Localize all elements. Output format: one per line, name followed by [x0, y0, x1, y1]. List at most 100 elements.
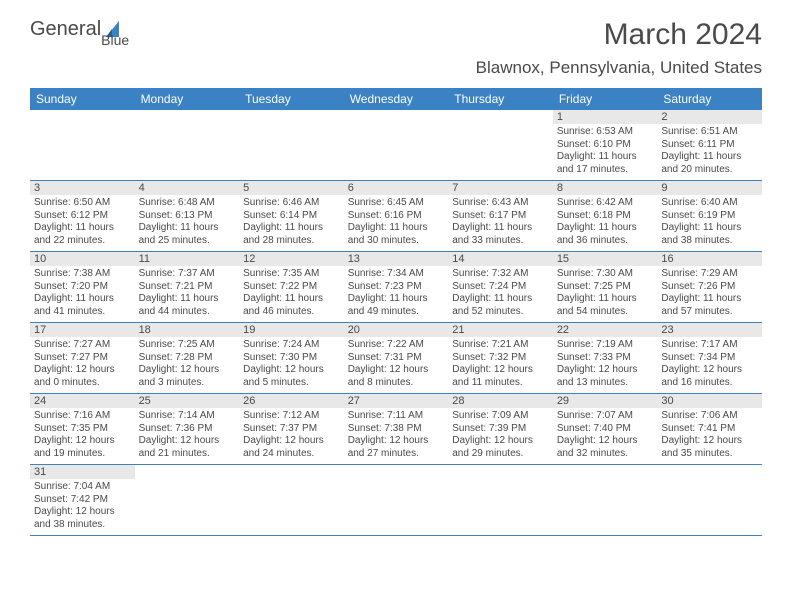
calendar-week-row: 24Sunrise: 7:16 AMSunset: 7:35 PMDayligh… — [30, 394, 762, 465]
sunrise-text: Sunrise: 6:40 AM — [661, 197, 758, 210]
sunrise-text: Sunrise: 7:07 AM — [557, 410, 654, 423]
day-data: Sunrise: 7:34 AMSunset: 7:23 PMDaylight:… — [344, 266, 449, 322]
calendar-week-row: 1Sunrise: 6:53 AMSunset: 6:10 PMDaylight… — [30, 110, 762, 181]
sunset-text: Sunset: 7:20 PM — [34, 281, 131, 294]
day-number: 5 — [239, 181, 344, 195]
sunset-text: Sunset: 7:35 PM — [34, 423, 131, 436]
daylight-text: Daylight: 11 hours and 36 minutes. — [557, 222, 654, 247]
calendar-cell: 21Sunrise: 7:21 AMSunset: 7:32 PMDayligh… — [448, 323, 553, 394]
day-number: 9 — [657, 181, 762, 195]
weekday-header: Monday — [135, 88, 240, 110]
sunrise-text: Sunrise: 7:27 AM — [34, 339, 131, 352]
day-number: 1 — [553, 110, 658, 124]
day-data: Sunrise: 7:14 AMSunset: 7:36 PMDaylight:… — [135, 408, 240, 464]
day-number: 22 — [553, 323, 658, 337]
daylight-text: Daylight: 11 hours and 22 minutes. — [34, 222, 131, 247]
weekday-header: Thursday — [448, 88, 553, 110]
calendar-cell: 4Sunrise: 6:48 AMSunset: 6:13 PMDaylight… — [135, 181, 240, 252]
day-data: Sunrise: 6:46 AMSunset: 6:14 PMDaylight:… — [239, 195, 344, 251]
weekday-header: Sunday — [30, 88, 135, 110]
sunset-text: Sunset: 7:34 PM — [661, 352, 758, 365]
daylight-text: Daylight: 12 hours and 16 minutes. — [661, 364, 758, 389]
calendar-cell: 8Sunrise: 6:42 AMSunset: 6:18 PMDaylight… — [553, 181, 658, 252]
day-data: Sunrise: 7:09 AMSunset: 7:39 PMDaylight:… — [448, 408, 553, 464]
day-data: Sunrise: 7:21 AMSunset: 7:32 PMDaylight:… — [448, 337, 553, 393]
sunset-text: Sunset: 7:37 PM — [243, 423, 340, 436]
sunrise-text: Sunrise: 7:19 AM — [557, 339, 654, 352]
calendar-cell: 27Sunrise: 7:11 AMSunset: 7:38 PMDayligh… — [344, 394, 449, 465]
sunrise-text: Sunrise: 6:45 AM — [348, 197, 445, 210]
calendar-cell: 30Sunrise: 7:06 AMSunset: 7:41 PMDayligh… — [657, 394, 762, 465]
day-data: Sunrise: 7:37 AMSunset: 7:21 PMDaylight:… — [135, 266, 240, 322]
daylight-text: Daylight: 11 hours and 52 minutes. — [452, 293, 549, 318]
sunset-text: Sunset: 7:38 PM — [348, 423, 445, 436]
logo: General Blue — [30, 18, 153, 41]
calendar-cell: 1Sunrise: 6:53 AMSunset: 6:10 PMDaylight… — [553, 110, 658, 181]
sunset-text: Sunset: 7:27 PM — [34, 352, 131, 365]
day-number: 11 — [135, 252, 240, 266]
sunset-text: Sunset: 7:26 PM — [661, 281, 758, 294]
day-number: 27 — [344, 394, 449, 408]
day-data: Sunrise: 7:35 AMSunset: 7:22 PMDaylight:… — [239, 266, 344, 322]
sunset-text: Sunset: 6:19 PM — [661, 210, 758, 223]
day-data: Sunrise: 6:45 AMSunset: 6:16 PMDaylight:… — [344, 195, 449, 251]
weekday-header: Wednesday — [344, 88, 449, 110]
daylight-text: Daylight: 11 hours and 28 minutes. — [243, 222, 340, 247]
day-number: 23 — [657, 323, 762, 337]
day-number: 21 — [448, 323, 553, 337]
day-data: Sunrise: 6:50 AMSunset: 6:12 PMDaylight:… — [30, 195, 135, 251]
sunset-text: Sunset: 6:16 PM — [348, 210, 445, 223]
calendar-cell: 31Sunrise: 7:04 AMSunset: 7:42 PMDayligh… — [30, 465, 135, 536]
day-number: 16 — [657, 252, 762, 266]
sunrise-text: Sunrise: 7:21 AM — [452, 339, 549, 352]
daylight-text: Daylight: 11 hours and 57 minutes. — [661, 293, 758, 318]
calendar-cell: 5Sunrise: 6:46 AMSunset: 6:14 PMDaylight… — [239, 181, 344, 252]
day-data: Sunrise: 6:53 AMSunset: 6:10 PMDaylight:… — [553, 124, 658, 180]
calendar-cell: 20Sunrise: 7:22 AMSunset: 7:31 PMDayligh… — [344, 323, 449, 394]
sunrise-text: Sunrise: 7:14 AM — [139, 410, 236, 423]
calendar-week-row: 10Sunrise: 7:38 AMSunset: 7:20 PMDayligh… — [30, 252, 762, 323]
calendar-cell: 10Sunrise: 7:38 AMSunset: 7:20 PMDayligh… — [30, 252, 135, 323]
daylight-text: Daylight: 11 hours and 46 minutes. — [243, 293, 340, 318]
weekday-header-row: SundayMondayTuesdayWednesdayThursdayFrid… — [30, 88, 762, 110]
calendar-cell — [344, 465, 449, 536]
sunrise-text: Sunrise: 7:29 AM — [661, 268, 758, 281]
header: General Blue March 2024 Blawnox, Pennsyl… — [30, 18, 762, 78]
sunset-text: Sunset: 7:40 PM — [557, 423, 654, 436]
sunset-text: Sunset: 6:14 PM — [243, 210, 340, 223]
sunrise-text: Sunrise: 6:46 AM — [243, 197, 340, 210]
calendar-cell: 7Sunrise: 6:43 AMSunset: 6:17 PMDaylight… — [448, 181, 553, 252]
sunset-text: Sunset: 7:36 PM — [139, 423, 236, 436]
calendar-cell: 15Sunrise: 7:30 AMSunset: 7:25 PMDayligh… — [553, 252, 658, 323]
day-number: 26 — [239, 394, 344, 408]
calendar-week-row: 31Sunrise: 7:04 AMSunset: 7:42 PMDayligh… — [30, 465, 762, 536]
calendar-week-row: 3Sunrise: 6:50 AMSunset: 6:12 PMDaylight… — [30, 181, 762, 252]
sunrise-text: Sunrise: 7:34 AM — [348, 268, 445, 281]
sunrise-text: Sunrise: 6:43 AM — [452, 197, 549, 210]
day-data: Sunrise: 7:25 AMSunset: 7:28 PMDaylight:… — [135, 337, 240, 393]
sunrise-text: Sunrise: 6:50 AM — [34, 197, 131, 210]
day-number: 25 — [135, 394, 240, 408]
day-number: 19 — [239, 323, 344, 337]
sunrise-text: Sunrise: 7:16 AM — [34, 410, 131, 423]
daylight-text: Daylight: 11 hours and 41 minutes. — [34, 293, 131, 318]
sunset-text: Sunset: 7:30 PM — [243, 352, 340, 365]
daylight-text: Daylight: 11 hours and 20 minutes. — [661, 151, 758, 176]
daylight-text: Daylight: 12 hours and 0 minutes. — [34, 364, 131, 389]
sunset-text: Sunset: 6:11 PM — [661, 139, 758, 152]
sunset-text: Sunset: 7:24 PM — [452, 281, 549, 294]
day-data: Sunrise: 7:38 AMSunset: 7:20 PMDaylight:… — [30, 266, 135, 322]
sunrise-text: Sunrise: 7:22 AM — [348, 339, 445, 352]
day-number: 12 — [239, 252, 344, 266]
calendar-week-row: 17Sunrise: 7:27 AMSunset: 7:27 PMDayligh… — [30, 323, 762, 394]
day-data: Sunrise: 7:16 AMSunset: 7:35 PMDaylight:… — [30, 408, 135, 464]
day-number: 13 — [344, 252, 449, 266]
day-number: 20 — [344, 323, 449, 337]
day-number: 7 — [448, 181, 553, 195]
day-data: Sunrise: 7:22 AMSunset: 7:31 PMDaylight:… — [344, 337, 449, 393]
day-data: Sunrise: 7:29 AMSunset: 7:26 PMDaylight:… — [657, 266, 762, 322]
day-number: 10 — [30, 252, 135, 266]
daylight-text: Daylight: 12 hours and 24 minutes. — [243, 435, 340, 460]
weekday-header: Friday — [553, 88, 658, 110]
day-data: Sunrise: 6:40 AMSunset: 6:19 PMDaylight:… — [657, 195, 762, 251]
